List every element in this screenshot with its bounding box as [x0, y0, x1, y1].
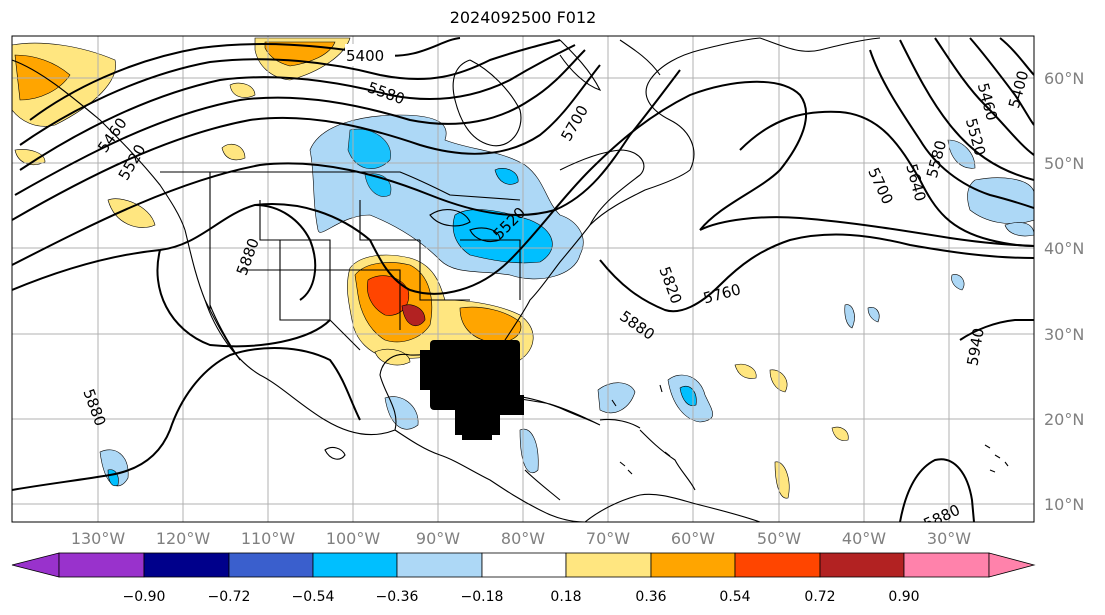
height-contours [12, 37, 1034, 522]
colorbar-seg-9 [734, 552, 821, 578]
colorbar-tick-3: −0.54 [292, 589, 335, 605]
lon-label-130w: 130°W [71, 529, 126, 548]
colorbar-ticks: −0.90 −0.72 −0.54 −0.36 −0.18 0.18 0.36 … [123, 589, 920, 605]
colorbar-tick-1: −0.90 [123, 589, 166, 605]
lon-label-70w: 70°W [586, 529, 630, 548]
colorbar-seg-2 [143, 552, 230, 578]
lat-label-30n: 30°N [1044, 325, 1084, 344]
colorbar-tick-5: −0.18 [461, 589, 504, 605]
lon-label-110w: 110°W [241, 529, 296, 548]
colorbar-extend-low [11, 552, 60, 578]
colorbar-extend-high [988, 552, 1036, 578]
lon-label-60w: 60°W [671, 529, 715, 548]
lon-label-100w: 100°W [326, 529, 381, 548]
colorbar-tick-2: −0.72 [208, 589, 251, 605]
colorbar [11, 552, 1036, 578]
colorbar-tick-4: −0.36 [376, 589, 419, 605]
colorbar-seg-5 [396, 552, 483, 578]
map-frame [11, 35, 1035, 523]
colorbar-seg-11 [903, 552, 990, 578]
storm-markers [420, 340, 524, 440]
colorbar-seg-7 [565, 552, 652, 578]
coastlines [12, 37, 1009, 522]
lat-label-20n: 20°N [1044, 410, 1084, 429]
latitude-labels: 60°N 50°N 40°N 30°N 20°N 10°N [1044, 69, 1084, 514]
longitude-labels: 130°W 120°W 110°W 100°W 90°W 80°W 70°W 6… [71, 529, 971, 548]
shading-layer [12, 37, 1034, 499]
map-area: 5400 5580 5460 5520 5880 5700 5820 5760 … [12, 36, 1034, 522]
colorbar-seg-10 [819, 552, 905, 578]
colorbar-tick-8: 0.54 [719, 589, 750, 605]
lat-label-60n: 60°N [1044, 69, 1084, 88]
lon-label-40w: 40°W [842, 529, 886, 548]
colorbar-tick-6: 0.18 [550, 589, 581, 605]
colorbar-seg-8 [650, 552, 736, 578]
colorbar-tick-9: 0.72 [804, 589, 835, 605]
map-title: 2024092500 F012 [449, 8, 597, 27]
lon-label-90w: 90°W [416, 529, 460, 548]
contour-label-5400: 5400 [346, 47, 384, 65]
colorbar-seg-1 [58, 552, 145, 578]
lon-label-50w: 50°W [757, 529, 801, 548]
lon-label-120w: 120°W [156, 529, 211, 548]
lon-label-80w: 80°W [501, 529, 545, 548]
graticule [12, 36, 1034, 522]
colorbar-tick-7: 0.36 [635, 589, 666, 605]
lat-label-40n: 40°N [1044, 239, 1084, 258]
colorbar-seg-6 [481, 552, 567, 578]
colorbar-seg-3 [228, 552, 314, 578]
lat-label-10n: 10°N [1044, 495, 1084, 514]
colorbar-seg-4 [312, 552, 398, 578]
lon-label-30w: 30°W [927, 529, 971, 548]
lat-label-50n: 50°N [1044, 154, 1084, 173]
colorbar-tick-10: 0.90 [888, 589, 919, 605]
